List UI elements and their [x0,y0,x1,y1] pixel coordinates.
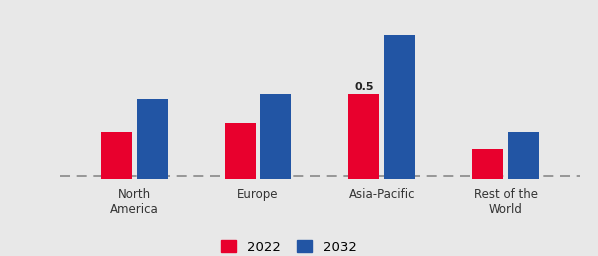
Bar [508,132,539,179]
Bar [224,123,255,179]
Bar [385,35,415,179]
Bar [349,94,379,179]
Text: 0.5: 0.5 [354,82,374,92]
Bar [472,149,504,179]
Legend: 2022, 2032: 2022, 2032 [215,235,362,256]
Bar [261,94,291,179]
Bar [100,132,132,179]
Bar [136,99,167,179]
